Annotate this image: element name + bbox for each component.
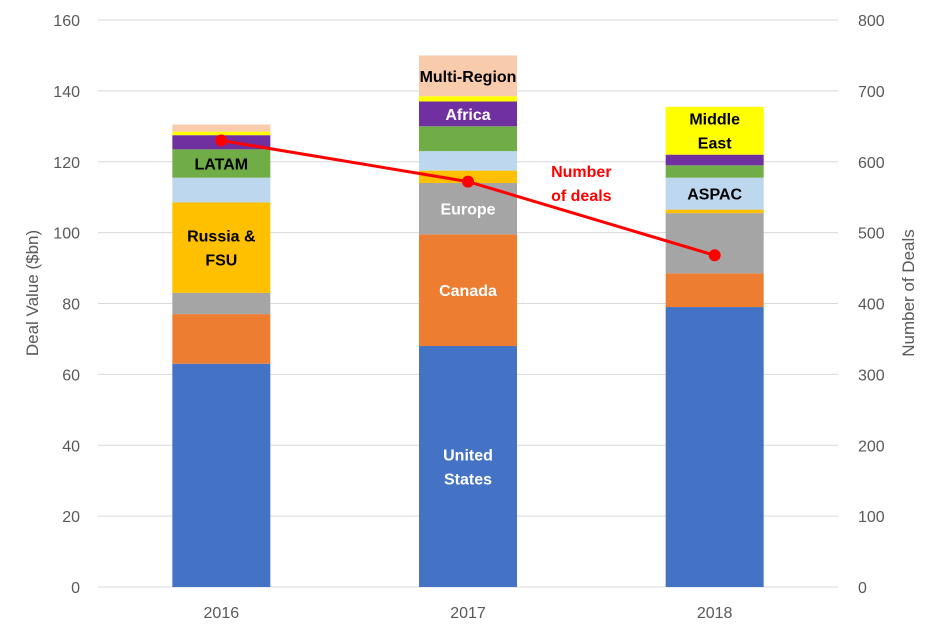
segment-label-africa: Africa (445, 107, 490, 124)
segment-label-multi-region: Multi-Region (420, 69, 517, 86)
y2-tick-label: 500 (858, 226, 885, 243)
deals-point-2017 (462, 175, 474, 188)
y-tick-label: 160 (53, 13, 80, 30)
x-tick-label: 2017 (450, 605, 486, 622)
bar-segment-multi-region-2017 (419, 55, 517, 97)
segment-label-aspac: ASPAC (687, 187, 742, 204)
y-tick-label: 100 (53, 226, 80, 243)
bar-segment-europe-2016 (172, 292, 271, 315)
segment-label-line: United (443, 448, 493, 465)
segment-label-line: East (698, 136, 732, 153)
bar-segment-middle-east-2017 (419, 96, 517, 102)
deals-point-2018 (708, 249, 721, 262)
bar-segment-united-states-2017 (419, 346, 517, 587)
segment-label-line: ASPAC (687, 187, 742, 204)
bar-segment-russia-fsu-2018 (665, 209, 764, 214)
bar-segment-latam-2016 (172, 149, 271, 178)
y2-tick-label: 200 (858, 438, 885, 455)
bar-segment-aspac-2018 (665, 177, 764, 210)
y2-tick-label: 600 (858, 155, 885, 172)
y-tick-label: 120 (53, 155, 80, 172)
y-tick-label: 80 (62, 297, 80, 314)
y2-axis-title: Number of Deals (899, 229, 918, 357)
bar-segment-russia-fsu-2016 (172, 202, 271, 293)
bar-segment-latam-2018 (665, 165, 764, 178)
bar-segment-multi-region-2016 (172, 124, 271, 132)
segment-label-line: Russia & (187, 229, 256, 246)
x-tick-label: 2016 (204, 605, 240, 622)
y2-tick-label: 700 (858, 84, 885, 101)
deals-point-2016 (215, 134, 228, 147)
bar-stacks (172, 55, 764, 587)
bar-segment-middle-east-2018 (665, 106, 764, 155)
y-tick-label: 0 (71, 580, 80, 597)
segment-label-middle-east: Middle East (689, 112, 740, 153)
x-tick-label: 2018 (697, 605, 733, 622)
y-tick-label: 20 (62, 509, 80, 526)
bar-segment-middle-east-2016 (172, 131, 271, 136)
y-tick-label: 40 (62, 438, 80, 455)
bar-segment-aspac-2017 (419, 151, 517, 171)
segment-label-line: Middle (689, 112, 740, 129)
y-axis-title: Deal Value ($bn) (23, 230, 42, 356)
segment-label-line: FSU (205, 253, 237, 270)
y-tick-label: 60 (62, 367, 80, 384)
deals-line-label-line: Number (551, 164, 611, 181)
segment-labels: United States Canada Europe Russia & FSU LATAM… (187, 69, 742, 489)
y2-tick-label: 800 (858, 13, 885, 30)
bar-segment-canada-2017 (419, 234, 517, 347)
bar-segment-africa-2017 (419, 101, 517, 127)
segment-label-line: LATAM (195, 157, 249, 174)
segment-label-line: Canada (439, 283, 497, 300)
bar-segment-aspac-2016 (172, 177, 271, 203)
deals-line (215, 134, 721, 262)
segment-label-canada: Canada (439, 283, 497, 300)
bar-segment-united-states-2018 (665, 307, 764, 587)
segment-label-line: Europe (440, 202, 495, 219)
y2-tick-label: 100 (858, 509, 885, 526)
y2-tick-label: 400 (858, 297, 885, 314)
axis-ticks: 0 0 20 100 40 200 60 300 80 400 100 500 120 600 140 700… (53, 13, 885, 622)
segment-label-latam: LATAM (195, 157, 249, 174)
bar-segment-europe-2018 (665, 213, 764, 274)
segment-label-russia-fsu: Russia & FSU (187, 229, 256, 270)
segment-label-united-states: United States (443, 448, 493, 489)
bar-segment-latam-2017 (419, 126, 517, 152)
bar-segment-africa-2018 (665, 154, 764, 166)
deals-line-label-line: of deals (551, 188, 612, 205)
segment-label-europe: Europe (440, 202, 495, 219)
segment-label-line: Africa (445, 107, 490, 124)
segment-label-line: States (444, 472, 492, 489)
y2-tick-label: 300 (858, 367, 885, 384)
bar-segment-canada-2016 (172, 314, 271, 364)
segment-label-line: Multi-Region (420, 69, 517, 86)
deals-line-label: Number of deals (551, 164, 612, 205)
y-tick-label: 140 (53, 84, 80, 101)
y2-tick-label: 0 (858, 580, 867, 597)
bar-segment-united-states-2016 (172, 363, 271, 587)
bar-segment-canada-2018 (665, 273, 764, 308)
